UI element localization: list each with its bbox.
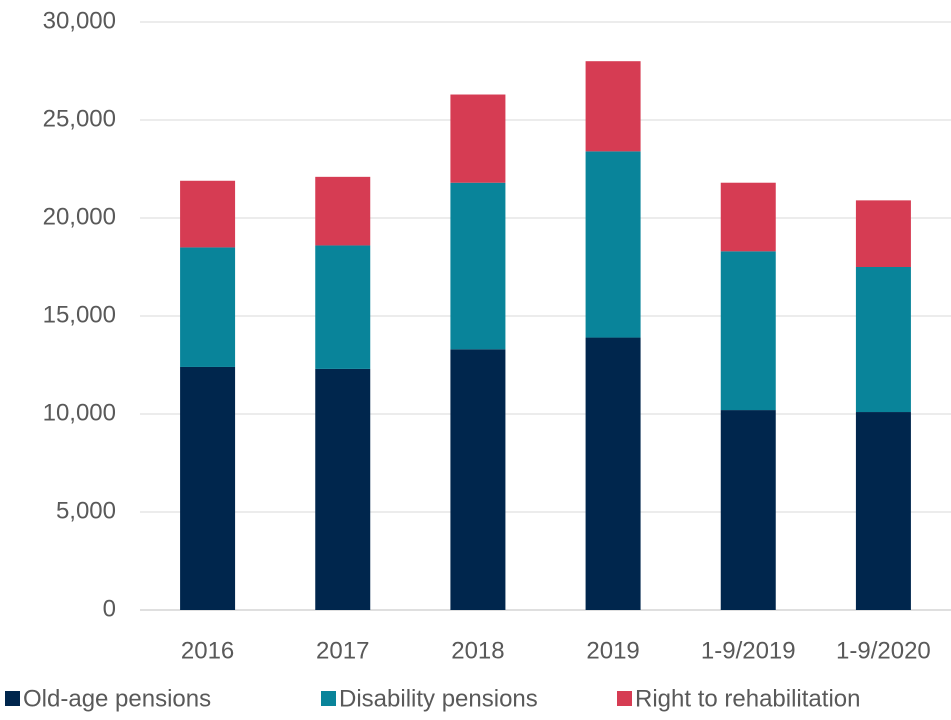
bar-segment <box>315 368 371 610</box>
bar-segment <box>855 412 911 610</box>
legend-label: Disability pensions <box>339 685 538 712</box>
bar-segment <box>585 337 641 610</box>
bar-segment <box>450 182 506 350</box>
x-tick-label: 2019 <box>586 637 639 664</box>
y-tick-label: 0 <box>103 595 116 622</box>
x-tick-label: 2017 <box>316 637 369 664</box>
y-tick-label: 5,000 <box>56 497 116 524</box>
bar-segment <box>180 247 236 367</box>
legend-swatch <box>5 691 20 706</box>
bar-segment <box>450 349 506 610</box>
x-tick-label: 2018 <box>451 637 504 664</box>
y-tick-label: 20,000 <box>43 203 116 230</box>
legend-label: Old-age pensions <box>23 685 211 712</box>
bar-segment <box>720 410 776 610</box>
bar-segment <box>585 151 641 338</box>
legend-swatch <box>617 691 632 706</box>
legend-label: Right to rehabilitation <box>635 685 860 712</box>
bar-segment <box>450 94 506 183</box>
bar-segment <box>855 200 911 267</box>
bar-segment <box>180 180 236 248</box>
x-tick-label: 2016 <box>181 637 234 664</box>
x-tick-label: 1-9/2020 <box>836 637 931 664</box>
bar-segment <box>720 182 776 252</box>
bar-segment <box>315 176 371 246</box>
x-tick-label: 1-9/2019 <box>701 637 796 664</box>
bar-segment <box>180 366 236 610</box>
y-tick-label: 25,000 <box>43 105 116 132</box>
bar-segment <box>315 245 371 369</box>
bar-segment <box>585 61 641 152</box>
bar-segment <box>720 251 776 411</box>
y-tick-label: 10,000 <box>43 399 116 426</box>
bar-segment <box>855 267 911 413</box>
legend-swatch <box>321 691 336 706</box>
y-tick-label: 15,000 <box>43 301 116 328</box>
y-tick-label: 30,000 <box>43 7 116 34</box>
